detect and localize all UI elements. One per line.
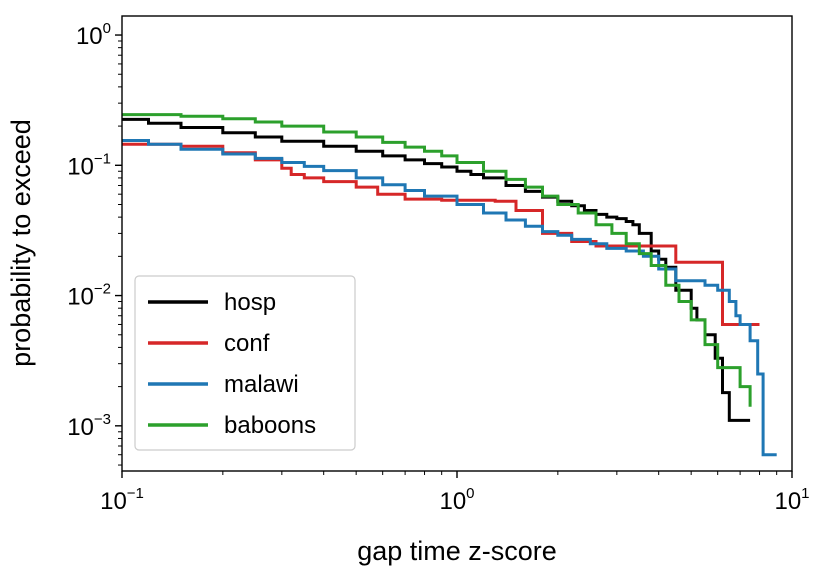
series-line-baboons (122, 113, 752, 407)
legend-label-malawi: malawi (224, 371, 299, 398)
x-axis-label: gap time z-score (357, 536, 557, 566)
legend-label-hosp: hosp (224, 289, 276, 316)
legend-box (134, 275, 356, 451)
ticks-layer: 10−1 100 101 100 10−1 10−2 10−3 (67, 20, 809, 515)
legend-label-baboons: baboons (224, 412, 316, 439)
y-tick-label: 100 (76, 20, 111, 50)
x-tick-label: 10−1 (100, 485, 144, 515)
y-axis-label: probability to exceed (6, 119, 36, 367)
x-tick-label: 101 (774, 485, 809, 515)
y-tick-label: 10−1 (67, 150, 111, 180)
series-layer (122, 113, 777, 457)
x-tick-label: 100 (439, 485, 474, 515)
legend-label-conf: conf (224, 330, 270, 357)
series-line-malawi (122, 139, 777, 457)
y-tick-label: 10−3 (67, 411, 111, 441)
legend: hosp conf malawi baboons (134, 275, 356, 451)
y-tick-label: 10−2 (67, 281, 111, 311)
